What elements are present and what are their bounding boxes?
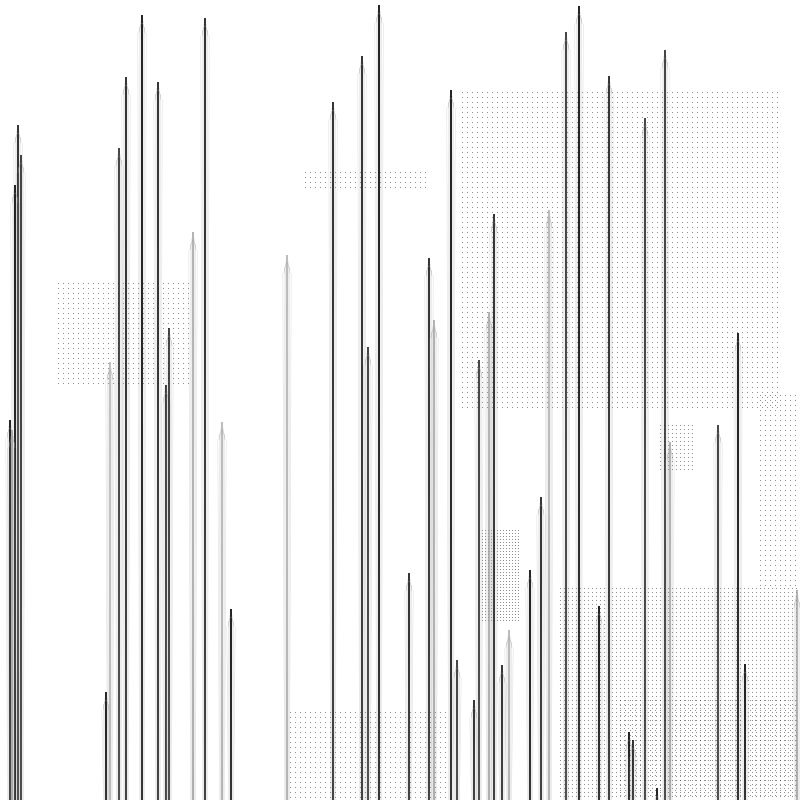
strand-39 xyxy=(594,606,604,800)
strand-22 xyxy=(374,5,384,800)
strand-13 xyxy=(164,328,174,800)
strand-7 xyxy=(105,362,115,800)
strand-8 xyxy=(114,148,124,800)
strand-44 xyxy=(654,788,660,800)
strand-11 xyxy=(153,82,163,800)
strand-17 xyxy=(226,609,236,800)
strand-16 xyxy=(217,422,227,800)
vertical-strands xyxy=(5,5,800,800)
strand-42 xyxy=(628,740,638,800)
strand-14 xyxy=(188,232,198,800)
strand-43 xyxy=(640,118,650,800)
strand-45 xyxy=(660,50,670,800)
dot-texture-fields xyxy=(58,92,797,798)
strand-48 xyxy=(733,333,743,800)
dot-field-9 xyxy=(795,585,796,586)
strand-34 xyxy=(525,570,535,800)
strand-33 xyxy=(504,630,514,800)
strand-26 xyxy=(446,90,456,800)
dot-field-2 xyxy=(425,187,426,188)
strand-32 xyxy=(497,665,507,800)
strand-10 xyxy=(137,15,147,800)
dot-field-1 xyxy=(777,407,778,408)
strand-23 xyxy=(404,573,414,800)
strand-29 xyxy=(474,360,484,800)
dot-field-6 xyxy=(445,797,446,798)
strand-28 xyxy=(469,700,479,800)
strand-24 xyxy=(424,258,434,800)
dot-field-7 xyxy=(795,795,796,796)
strand-35 xyxy=(536,497,546,800)
strand-38 xyxy=(574,6,584,800)
strand-27 xyxy=(452,660,462,800)
strand-21 xyxy=(363,347,373,800)
strand-2 xyxy=(16,155,26,800)
strand-18 xyxy=(282,255,292,800)
strand-31 xyxy=(489,214,499,800)
strand-37 xyxy=(561,32,571,800)
strand-49 xyxy=(740,664,750,800)
strand-47 xyxy=(713,425,723,800)
strand-30 xyxy=(484,312,494,800)
strand-36 xyxy=(544,210,554,800)
strand-19 xyxy=(328,102,338,800)
dot-field-8 xyxy=(692,469,693,470)
strand-46 xyxy=(665,442,675,800)
dot-field-4 xyxy=(518,620,519,621)
strand-9 xyxy=(121,77,131,800)
strand-25 xyxy=(429,320,439,800)
strand-40 xyxy=(604,76,614,800)
strand-20 xyxy=(357,56,367,800)
strand-15 xyxy=(200,18,210,800)
strand-5 xyxy=(7,430,17,800)
dot-field-3 xyxy=(188,383,189,384)
